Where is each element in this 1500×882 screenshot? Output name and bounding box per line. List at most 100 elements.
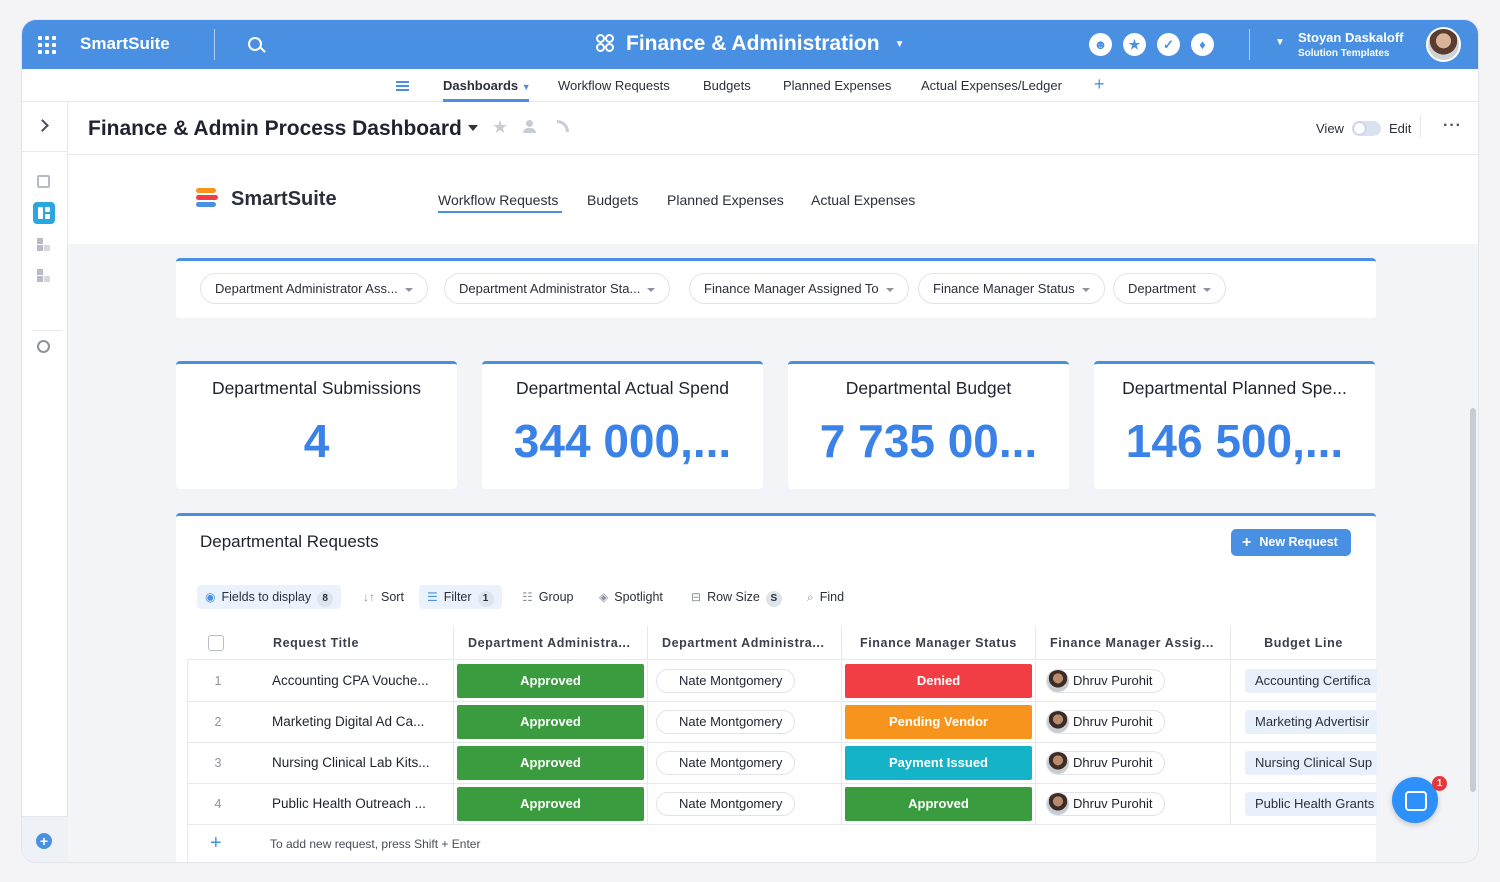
star-icon[interactable]: ★ <box>492 117 509 137</box>
banner-link-budgets[interactable]: Budgets <box>587 192 639 208</box>
fields-to-display-button[interactable]: ◉ Fields to display 8 <box>197 585 342 609</box>
group-button[interactable]: ☷ Group <box>514 585 582 609</box>
admin-assignee-cell[interactable]: Nate Montgomery <box>648 784 842 824</box>
filter-dept-admin-status[interactable]: Department Administrator Sta... <box>444 273 671 304</box>
spotlight-button[interactable]: ◈ Spotlight <box>591 585 671 609</box>
fm-status-cell[interactable]: Pending Vendor <box>842 702 1036 742</box>
fm-status-cell[interactable]: Approved <box>842 784 1036 824</box>
fm-assignee-cell[interactable]: Dhruv Purohit <box>1036 743 1231 783</box>
user-name[interactable]: Stoyan Daskaloff <box>1298 30 1404 45</box>
column-header[interactable]: Finance Manager Status <box>841 626 1035 660</box>
budget-line-cell[interactable]: Public Health Grants <box>1231 784 1377 824</box>
filter-dept-admin-assigned[interactable]: Department Administrator Ass... <box>200 273 428 304</box>
blocks-icon[interactable] <box>37 238 50 251</box>
column-header[interactable]: Department Administra... <box>453 626 647 660</box>
find-button[interactable]: ⌕ Find <box>799 585 852 609</box>
column-header[interactable]: Budget Line <box>1230 626 1376 660</box>
chat-support-button[interactable] <box>1392 777 1438 823</box>
tab-planned-expenses[interactable]: Planned Expenses <box>783 78 892 93</box>
tab-dashboards[interactable]: Dashboards ▼ <box>443 78 531 93</box>
fm-assignee-cell[interactable]: Dhruv Purohit <box>1036 702 1231 742</box>
menu-icon[interactable] <box>396 81 409 91</box>
blocks-icon[interactable] <box>37 269 50 282</box>
page-title[interactable]: Finance & Admin Process Dashboard <box>88 117 462 140</box>
add-tab-button[interactable]: + <box>1094 74 1105 94</box>
column-header[interactable]: Department Administra... <box>647 626 841 660</box>
sort-button[interactable]: ↓↑ Sort <box>355 585 412 609</box>
add-icon[interactable]: + <box>36 833 52 849</box>
fm-assignee-cell[interactable]: Dhruv Purohit <box>1036 661 1231 701</box>
budget-line-cell[interactable]: Accounting Certifica <box>1231 661 1377 701</box>
add-row-plus-icon[interactable]: + <box>210 832 222 854</box>
more-options-icon[interactable]: ··· <box>1443 117 1462 134</box>
banner-logo-text: SmartSuite <box>231 188 337 210</box>
table-row[interactable]: 4 Public Health Outreach ... Approved Na… <box>187 784 1377 825</box>
request-title-cell[interactable]: Public Health Outreach ... <box>188 784 454 824</box>
filter-finance-manager-status[interactable]: Finance Manager Status <box>918 273 1105 304</box>
admin-status-cell[interactable]: Approved <box>454 784 648 824</box>
active-tab-indicator <box>443 99 529 102</box>
filter-department[interactable]: Department <box>1113 273 1226 304</box>
select-all-checkbox[interactable] <box>208 635 224 651</box>
vertical-scrollbar[interactable] <box>1470 408 1476 792</box>
feed-icon[interactable] <box>557 120 569 132</box>
table-row[interactable]: 3 Nursing Clinical Lab Kits... Approved … <box>187 743 1377 784</box>
fm-status-cell[interactable]: Denied <box>842 661 1036 701</box>
favorites-star-icon[interactable]: ★ <box>1123 33 1146 56</box>
team-icon[interactable]: ☻ <box>1089 33 1112 56</box>
user-avatar[interactable] <box>1426 27 1461 62</box>
chevron-down-icon[interactable] <box>468 125 478 131</box>
tasks-check-icon[interactable]: ✓ <box>1157 33 1180 56</box>
banner-link-actual-expenses[interactable]: Actual Expenses <box>811 192 916 208</box>
filter-button[interactable]: ☰ Filter 1 <box>419 585 502 609</box>
document-icon[interactable] <box>37 175 50 188</box>
divider <box>22 151 68 152</box>
tab-workflow-requests[interactable]: Workflow Requests <box>558 78 670 93</box>
count-badge: 1 <box>477 591 494 607</box>
banner-link-planned-expenses[interactable]: Planned Expenses <box>667 192 784 208</box>
metric-card[interactable]: Departmental Submissions 4 <box>176 361 457 489</box>
tab-actual-expenses-ledger[interactable]: Actual Expenses/Ledger <box>921 78 1062 93</box>
fm-assignee-cell[interactable]: Dhruv Purohit <box>1036 784 1231 824</box>
metric-card[interactable]: Departmental Planned Spe... 146 500,... <box>1094 361 1375 489</box>
banner-link-workflow-requests[interactable]: Workflow Requests <box>438 192 559 208</box>
column-header[interactable]: Finance Manager Assig... <box>1035 626 1230 660</box>
add-row[interactable]: + To add new request, press Shift + Ente… <box>187 824 1376 862</box>
fm-status-cell[interactable]: Payment Issued <box>842 743 1036 783</box>
chevron-down-icon[interactable]: ▼ <box>1275 37 1285 48</box>
edit-mode-toggle[interactable] <box>1352 121 1381 136</box>
metric-card[interactable]: Departmental Actual Spend 344 000,... <box>482 361 763 489</box>
admin-assignee-cell[interactable]: Nate Montgomery <box>648 702 842 742</box>
expand-chevron-icon[interactable] <box>36 119 49 132</box>
budget-line-cell[interactable]: Nursing Clinical Sup <box>1231 743 1377 783</box>
request-title-cell[interactable]: Nursing Clinical Lab Kits... <box>188 743 454 783</box>
app-window: SmartSuite Finance & Administration ▼ ☻ … <box>22 20 1478 862</box>
request-title-cell[interactable]: Marketing Digital Ad Ca... <box>188 702 454 742</box>
dashboard-icon[interactable] <box>33 202 55 224</box>
tab-budgets[interactable]: Budgets <box>703 78 751 93</box>
admin-status-cell[interactable]: Approved <box>454 661 648 701</box>
column-header[interactable]: Request Title <box>273 636 360 650</box>
filter-icon: ☰ <box>427 590 438 604</box>
metric-card[interactable]: Departmental Budget 7 735 00... <box>788 361 1069 489</box>
filter-finance-manager-assigned[interactable]: Finance Manager Assigned To <box>689 273 909 304</box>
user-circle-icon[interactable] <box>37 340 50 353</box>
workspace-switcher[interactable]: Finance & Administration ▼ <box>596 32 905 56</box>
new-request-button[interactable]: + New Request <box>1231 529 1351 556</box>
table-row[interactable]: 1 Accounting CPA Vouche... Approved Nate… <box>187 661 1377 702</box>
admin-status-cell[interactable]: Approved <box>454 743 648 783</box>
admin-assignee-cell[interactable]: Nate Montgomery <box>648 743 842 783</box>
divider <box>1420 116 1421 138</box>
brand-name[interactable]: SmartSuite <box>80 34 170 53</box>
table-row[interactable]: 2 Marketing Digital Ad Ca... Approved Na… <box>187 702 1377 743</box>
budget-line-cell[interactable]: Marketing Advertisir <box>1231 702 1377 742</box>
members-icon[interactable] <box>522 120 538 133</box>
row-size-button[interactable]: ⊟ Row Size S <box>683 585 790 609</box>
notifications-bell-icon[interactable]: ♦ <box>1191 33 1214 56</box>
person-name: Dhruv Purohit <box>1073 796 1153 811</box>
search-icon[interactable] <box>248 37 262 51</box>
apps-grid-icon[interactable] <box>38 36 56 54</box>
request-title-cell[interactable]: Accounting CPA Vouche... <box>188 661 454 701</box>
admin-assignee-cell[interactable]: Nate Montgomery <box>648 661 842 701</box>
admin-status-cell[interactable]: Approved <box>454 702 648 742</box>
